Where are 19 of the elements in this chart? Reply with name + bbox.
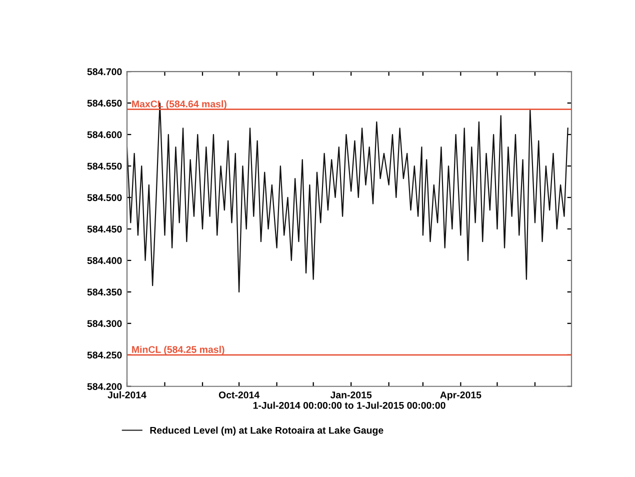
x-tick-label: Jul-2014 [108, 391, 146, 398]
x-axis-title: 1-Jul-2014 00:00:00 to 1-Jul-2015 00:00:00 [253, 402, 446, 409]
y-tick-label: 584.700 [87, 68, 122, 76]
y-tick-label: 584.300 [87, 320, 122, 328]
line-series [127, 102, 568, 292]
x-tick-label: Jan-2015 [330, 391, 372, 398]
x-tick-label: Oct-2014 [218, 391, 260, 398]
x-tick-label: Apr-2015 [440, 391, 482, 400]
ref-line-label: MinCL (584.25 masl) [132, 346, 224, 355]
y-tick-label: 584.400 [87, 257, 122, 264]
legend-label: Reduced Level (m) at Lake Rotoaira at Lake Gauge [150, 426, 384, 436]
y-tick-label: 584.600 [87, 131, 122, 138]
y-tick-label: 584.450 [87, 226, 122, 233]
y-tick-label: 584.650 [87, 100, 122, 107]
y-tick-label: 584.350 [87, 288, 122, 296]
y-tick-label: 584.550 [87, 162, 122, 170]
y-tick-label: 584.200 [87, 383, 122, 390]
y-tick-label: 584.250 [87, 352, 122, 359]
y-tick-label: 584.500 [87, 194, 122, 202]
